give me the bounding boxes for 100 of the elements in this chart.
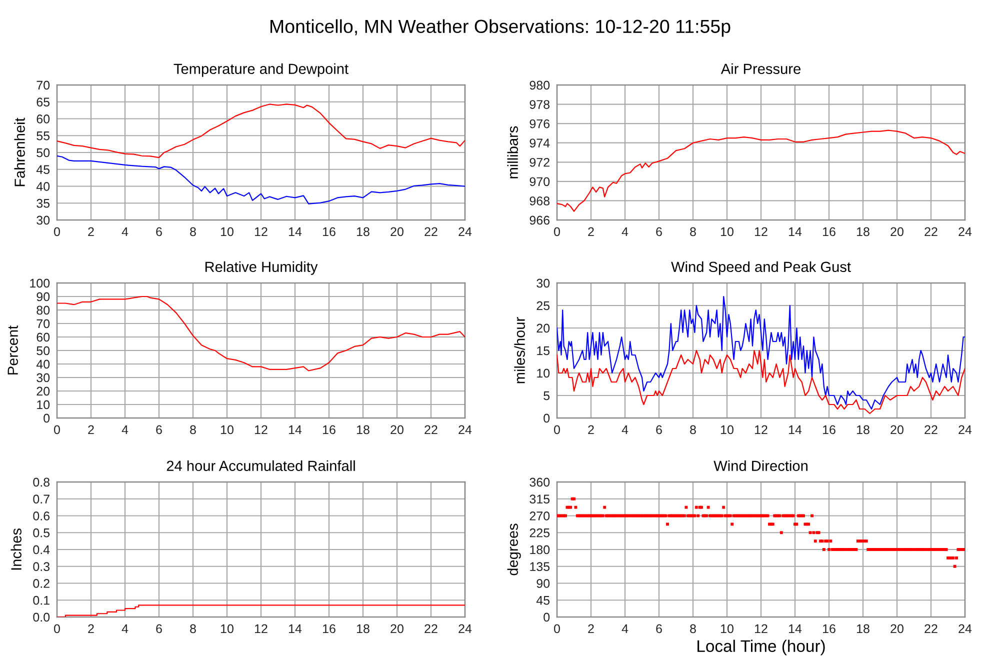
y-tick-label: 5 [544, 391, 550, 400]
line-series [57, 155, 465, 204]
y-tick-label: 0.2 [33, 579, 50, 588]
line-series [557, 296, 965, 410]
x-tick-label: 22 [424, 227, 438, 236]
x-tick-label: 16 [323, 425, 336, 434]
y-tick-label: 315 [530, 494, 550, 504]
line-series [557, 130, 965, 212]
x-tick-label: 4 [122, 227, 128, 236]
x-tick-label: 2 [588, 227, 594, 236]
x-tick-label: 6 [156, 425, 162, 434]
x-tick-label: 4 [122, 624, 128, 634]
line-series [57, 104, 465, 158]
y-tick-label: 966 [530, 216, 550, 225]
chart-title: Temperature and Dewpoint [174, 63, 348, 77]
x-tick-label: 6 [156, 227, 162, 236]
x-tick-label: 18 [357, 425, 370, 434]
y-tick-label: 225 [530, 528, 550, 538]
x-tick-label: 10 [221, 425, 234, 434]
x-tick-label: 22 [924, 227, 938, 236]
chart-title: Wind Direction [714, 460, 808, 472]
y-axis-title: miles/hour [514, 317, 525, 384]
x-tick-label: 16 [823, 425, 836, 434]
y-tick-label: 0.1 [33, 596, 50, 605]
x-tick-label: 18 [857, 425, 870, 434]
x-tick-label: 8 [690, 624, 696, 634]
y-axis-title: degrees [507, 524, 521, 576]
x-tick-label: 12 [255, 624, 268, 634]
chart-title: Wind Speed and Peak Gust [671, 261, 851, 275]
y-tick-label: 968 [530, 196, 550, 206]
y-tick-label: 70 [36, 319, 50, 328]
y-axis-title: Fahrenheit [14, 118, 25, 186]
y-tick-label: 0.4 [33, 545, 50, 554]
y-tick-label: 35 [36, 198, 50, 208]
y-tick-label: 0.5 [33, 528, 50, 538]
x-tick-label: 6 [656, 227, 662, 236]
y-tick-label: 0 [544, 612, 550, 622]
y-tick-label: 30 [36, 216, 50, 225]
y-tick-label: 90 [536, 579, 550, 588]
x-tick-label: 0 [554, 624, 560, 634]
x-tick-label: 16 [323, 624, 336, 634]
y-tick-label: 30 [36, 373, 50, 382]
y-tick-label: 45 [536, 596, 550, 605]
y-tick-label: 135 [530, 562, 550, 572]
y-tick-label: 70 [36, 80, 50, 90]
x-tick-label: 2 [588, 624, 594, 634]
y-tick-label: 60 [36, 332, 50, 342]
x-tick-label: 20 [890, 227, 904, 236]
x-tick-label: 12 [255, 227, 268, 236]
x-tick-label: 22 [924, 624, 938, 634]
x-tick-label: 2 [88, 425, 94, 434]
x-axis-title: Local Time (hour) [698, 640, 825, 656]
x-tick-label: 2 [588, 425, 594, 434]
x-tick-label: 6 [156, 624, 162, 634]
y-tick-label: 50 [36, 148, 50, 158]
x-tick-label: 4 [122, 425, 128, 434]
y-tick-label: 20 [536, 324, 550, 333]
y-tick-label: 40 [36, 360, 50, 369]
x-tick-label: 24 [958, 425, 972, 434]
x-tick-label: 14 [289, 624, 302, 634]
line-series [557, 350, 965, 414]
y-tick-label: 970 [530, 177, 550, 186]
x-tick-label: 12 [755, 227, 768, 236]
x-tick-label: 14 [789, 425, 802, 434]
x-tick-label: 10 [721, 624, 734, 634]
y-tick-label: 0.3 [33, 562, 50, 572]
x-tick-label: 6 [656, 624, 662, 634]
x-tick-label: 8 [190, 425, 196, 434]
y-tick-label: 65 [36, 98, 50, 107]
y-tick-label: 45 [36, 165, 50, 174]
x-tick-label: 20 [390, 425, 404, 434]
line-series [57, 296, 465, 372]
y-tick-label: 976 [530, 119, 550, 128]
x-tick-label: 20 [890, 425, 904, 434]
x-tick-label: 12 [755, 624, 768, 634]
y-tick-label: 978 [530, 100, 550, 109]
x-tick-label: 2 [88, 227, 94, 236]
y-tick-label: 80 [36, 306, 50, 315]
y-axis-title: millibars [507, 126, 518, 178]
x-tick-label: 16 [823, 624, 836, 634]
x-tick-label: 10 [221, 624, 234, 634]
x-tick-label: 8 [190, 624, 196, 634]
x-tick-label: 0 [54, 227, 60, 236]
x-tick-label: 24 [958, 227, 972, 236]
y-tick-label: 20 [36, 386, 50, 396]
y-tick-label: 0.7 [33, 494, 50, 504]
x-tick-label: 14 [289, 425, 302, 434]
x-tick-label: 12 [755, 425, 768, 434]
chart-title: Relative Humidity [205, 261, 318, 275]
y-tick-label: 30 [536, 278, 550, 288]
x-tick-label: 24 [958, 624, 972, 634]
x-tick-label: 8 [690, 425, 696, 434]
x-tick-label: 24 [458, 425, 472, 434]
x-tick-label: 14 [789, 227, 802, 236]
x-tick-label: 22 [424, 425, 438, 434]
y-tick-label: 360 [530, 478, 550, 487]
y-tick-label: 270 [530, 512, 550, 520]
x-tick-label: 0 [54, 425, 60, 434]
chart-title: 24 hour Accumulated Rainfall [166, 460, 355, 472]
x-tick-label: 24 [458, 624, 472, 634]
